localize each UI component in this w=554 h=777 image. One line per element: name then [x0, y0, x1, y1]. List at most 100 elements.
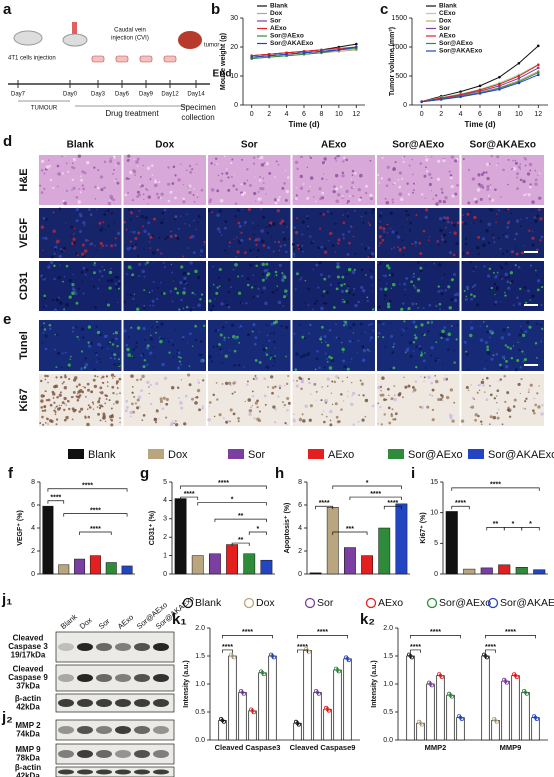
texture-dot [283, 222, 286, 226]
texture-dot [106, 381, 109, 383]
texture-dot [246, 179, 249, 181]
texture-dot [140, 215, 144, 219]
texture-dot [196, 193, 199, 195]
texture-dot [453, 349, 455, 352]
texture-dot [186, 305, 189, 309]
texture-dot [80, 367, 84, 371]
texture-dot [100, 188, 104, 192]
legend-swatch [388, 449, 404, 459]
x-axis-label: Time (d) [289, 120, 320, 129]
texture-dot [477, 384, 480, 387]
texture-dot [116, 286, 119, 289]
texture-dot [475, 303, 480, 307]
texture-dot [55, 298, 60, 302]
texture-dot [270, 235, 272, 238]
data-point [272, 655, 276, 660]
texture-dot [435, 304, 438, 308]
texture-dot [196, 221, 199, 224]
texture-dot [107, 342, 110, 345]
texture-dot [344, 320, 348, 324]
micrograph [123, 320, 206, 371]
texture-dot [487, 241, 491, 245]
texture-dot [84, 357, 87, 360]
texture-dot [361, 345, 365, 349]
texture-dot [70, 166, 74, 169]
texture-dot [237, 363, 241, 367]
texture-dot [342, 351, 345, 353]
texture-dot [210, 188, 215, 192]
texture-dot [81, 170, 85, 174]
texture-dot [158, 181, 161, 184]
texture-dot [43, 172, 46, 175]
texture-dot [315, 200, 317, 203]
texture-dot [449, 388, 454, 392]
significance-label: **** [90, 526, 101, 533]
syringe-icon [163, 55, 177, 63]
texture-dot [160, 252, 163, 255]
texture-dot [77, 200, 81, 204]
texture-dot [45, 165, 50, 169]
texture-dot [214, 157, 218, 161]
texture-dot [366, 296, 369, 299]
texture-dot [180, 379, 183, 381]
texture-dot [274, 407, 277, 411]
texture-dot [116, 276, 120, 279]
texture-dot [234, 391, 236, 393]
texture-dot [496, 155, 500, 159]
texture-dot [365, 191, 368, 195]
y-axis-label: Ki67⁺ (%) [420, 512, 427, 543]
texture-dot [48, 264, 51, 266]
y-tick-label: 1.5 [195, 653, 205, 660]
texture-dot [124, 193, 128, 197]
texture-dot [383, 230, 386, 234]
texture-dot [300, 244, 304, 247]
texture-dot [256, 399, 259, 403]
texture-dot [218, 231, 222, 234]
texture-dot [135, 160, 139, 164]
texture-dot [340, 393, 343, 396]
panel-label: c [380, 1, 388, 18]
texture-dot [233, 363, 237, 367]
series-marker [420, 100, 424, 104]
texture-dot [388, 421, 392, 425]
texture-dot [55, 366, 58, 369]
texture-dot [65, 264, 69, 268]
texture-dot [426, 405, 430, 409]
texture-dot [497, 380, 500, 382]
texture-dot [169, 190, 173, 194]
texture-dot [110, 407, 113, 410]
texture-dot [299, 248, 303, 251]
texture-dot [241, 324, 244, 326]
texture-dot [131, 355, 133, 358]
texture-dot [261, 273, 265, 276]
bar [74, 558, 86, 575]
bar [226, 544, 238, 575]
texture-dot [248, 412, 252, 417]
texture-dot [251, 395, 255, 398]
texture-dot [195, 228, 197, 231]
texture-dot [115, 365, 118, 367]
texture-dot [523, 357, 527, 362]
texture-dot [435, 341, 438, 344]
texture-dot [388, 274, 391, 277]
texture-dot [482, 243, 486, 247]
y-axis-label: Intensity (a.u.) [183, 660, 190, 707]
texture-dot [456, 221, 460, 225]
texture-dot [415, 303, 418, 305]
texture-dot [404, 209, 408, 213]
texture-dot [538, 208, 541, 211]
texture-dot [476, 391, 479, 394]
texture-dot [67, 363, 71, 367]
texture-dot [326, 210, 330, 213]
texture-dot [391, 282, 396, 287]
texture-dot [133, 170, 137, 174]
texture-dot [139, 378, 143, 381]
texture-dot [477, 182, 481, 186]
texture-dot [525, 320, 530, 324]
texture-dot [536, 274, 539, 276]
texture-dot [315, 390, 318, 393]
texture-dot [266, 268, 269, 272]
texture-dot [209, 287, 211, 289]
texture-dot [99, 333, 103, 337]
significance-bracket [47, 488, 128, 492]
